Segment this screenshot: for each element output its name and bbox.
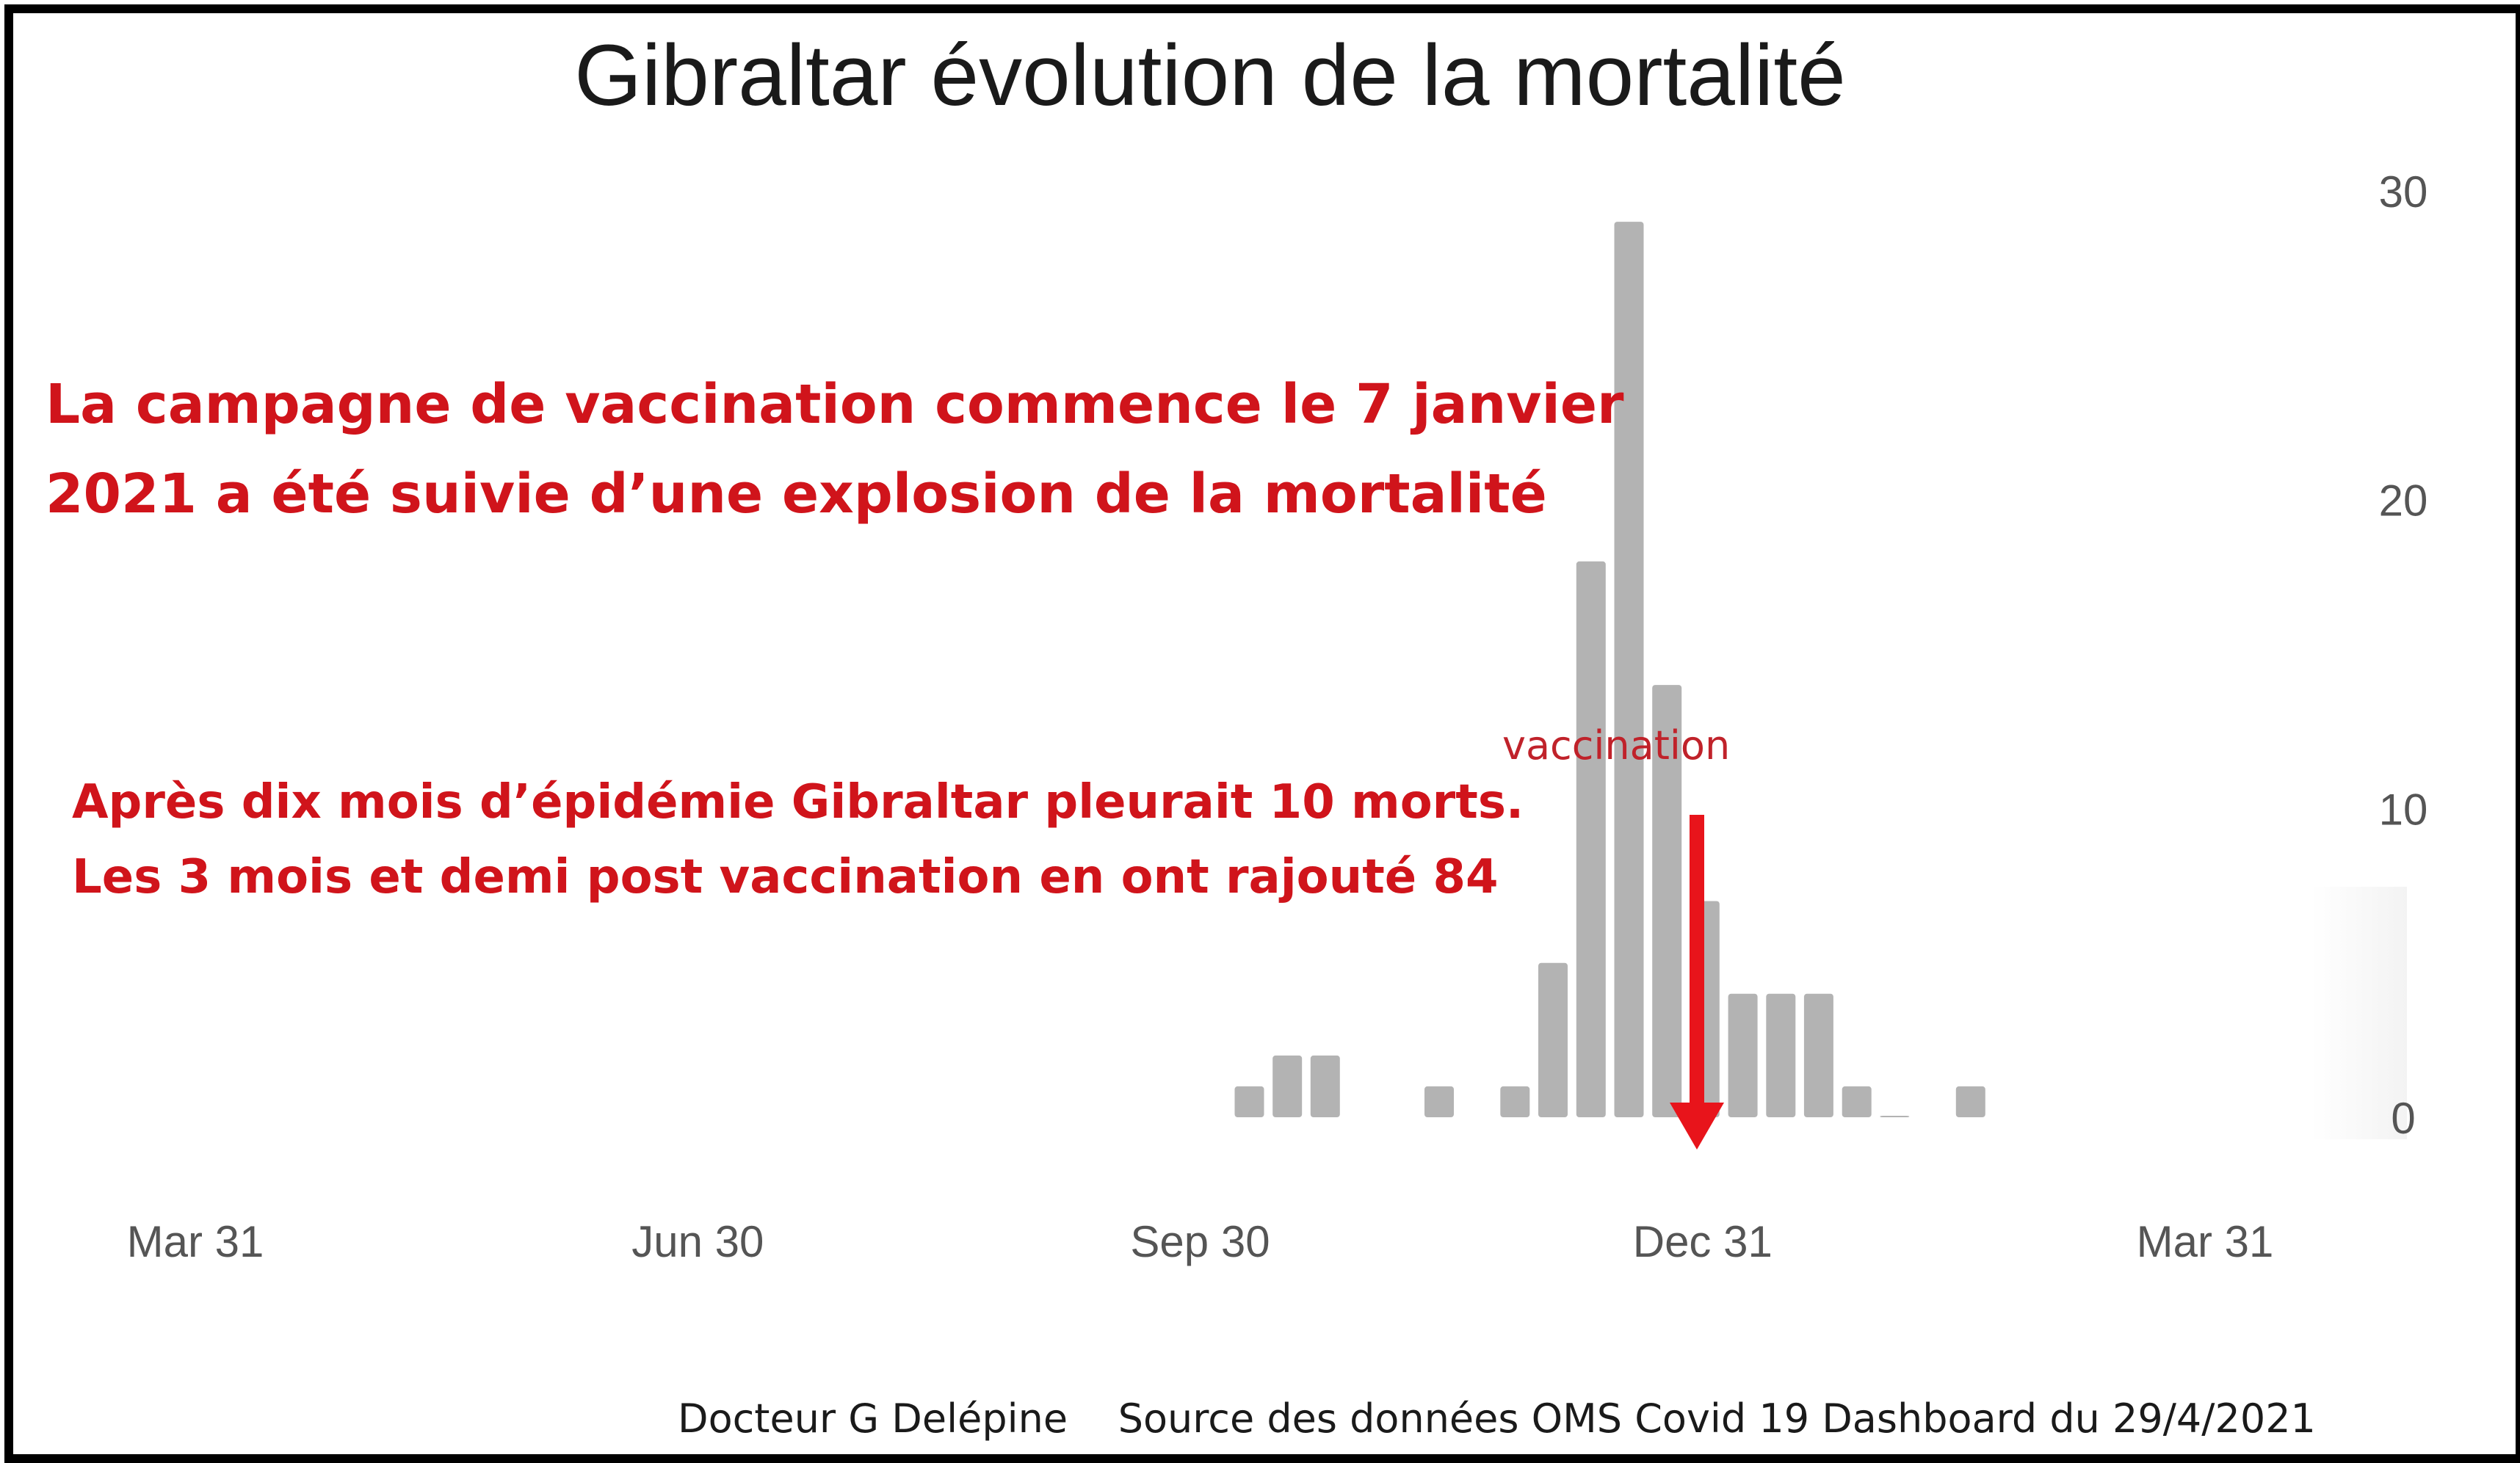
x-tick-label: Mar 31 <box>2137 1217 2274 1266</box>
bar <box>1272 1055 1303 1117</box>
bar <box>1614 222 1644 1118</box>
mortality-chart: Gibraltar évolution de la mortalité 0 10 2… <box>46 27 2428 1442</box>
headline-line-1: La campagne de vaccination commence le 7… <box>46 373 1624 436</box>
bar <box>1652 685 1682 1117</box>
bar <box>1842 1086 1872 1117</box>
bar <box>1538 962 1568 1117</box>
bars-group <box>1234 222 1985 1118</box>
bar <box>1880 1116 1910 1117</box>
chart-frame: Gibraltar évolution de la mortalité 0 10 2… <box>4 4 2520 1463</box>
headline-line-2: 2021 a été suivie d’une explosion de la … <box>46 462 1547 526</box>
chart-title: Gibraltar évolution de la mortalité <box>574 27 1846 124</box>
bar <box>1310 1055 1340 1117</box>
x-tick-labels: Mar 31 Jun 30 Sep 30 Dec 31 Mar 31 <box>127 1217 2274 1266</box>
bar <box>1728 993 1758 1117</box>
axis-fade <box>2311 887 2407 1139</box>
vaccination-marker-label: vaccination <box>1502 722 1730 769</box>
y-tick-label: 30 <box>2379 167 2428 217</box>
x-tick-label: Sep 30 <box>1130 1217 1270 1266</box>
detail-line-2: Les 3 mois et demi post vaccination en o… <box>72 850 1499 904</box>
detail-line-1: Après dix mois d’épidémie Gibraltar pleu… <box>72 775 1524 829</box>
x-tick-label: Dec 31 <box>1633 1217 1773 1266</box>
y-tick-labels: 0 10 20 30 <box>2379 167 2428 1143</box>
bar <box>1500 1086 1530 1117</box>
bar <box>1576 561 1606 1117</box>
bar <box>1955 1086 1985 1117</box>
source-credit: Docteur G Delépine Source des données OM… <box>678 1395 2316 1442</box>
bar <box>1234 1086 1264 1117</box>
x-tick-label: Mar 31 <box>127 1217 264 1266</box>
y-tick-label: 20 <box>2379 476 2428 526</box>
bar <box>1803 993 1833 1117</box>
bar <box>1424 1086 1454 1117</box>
x-tick-label: Jun 30 <box>631 1217 764 1266</box>
bar <box>1766 993 1796 1117</box>
vaccination-arrow-icon <box>1670 815 1724 1150</box>
y-tick-label: 10 <box>2379 785 2428 834</box>
y-tick-label: 0 <box>2391 1094 2415 1143</box>
